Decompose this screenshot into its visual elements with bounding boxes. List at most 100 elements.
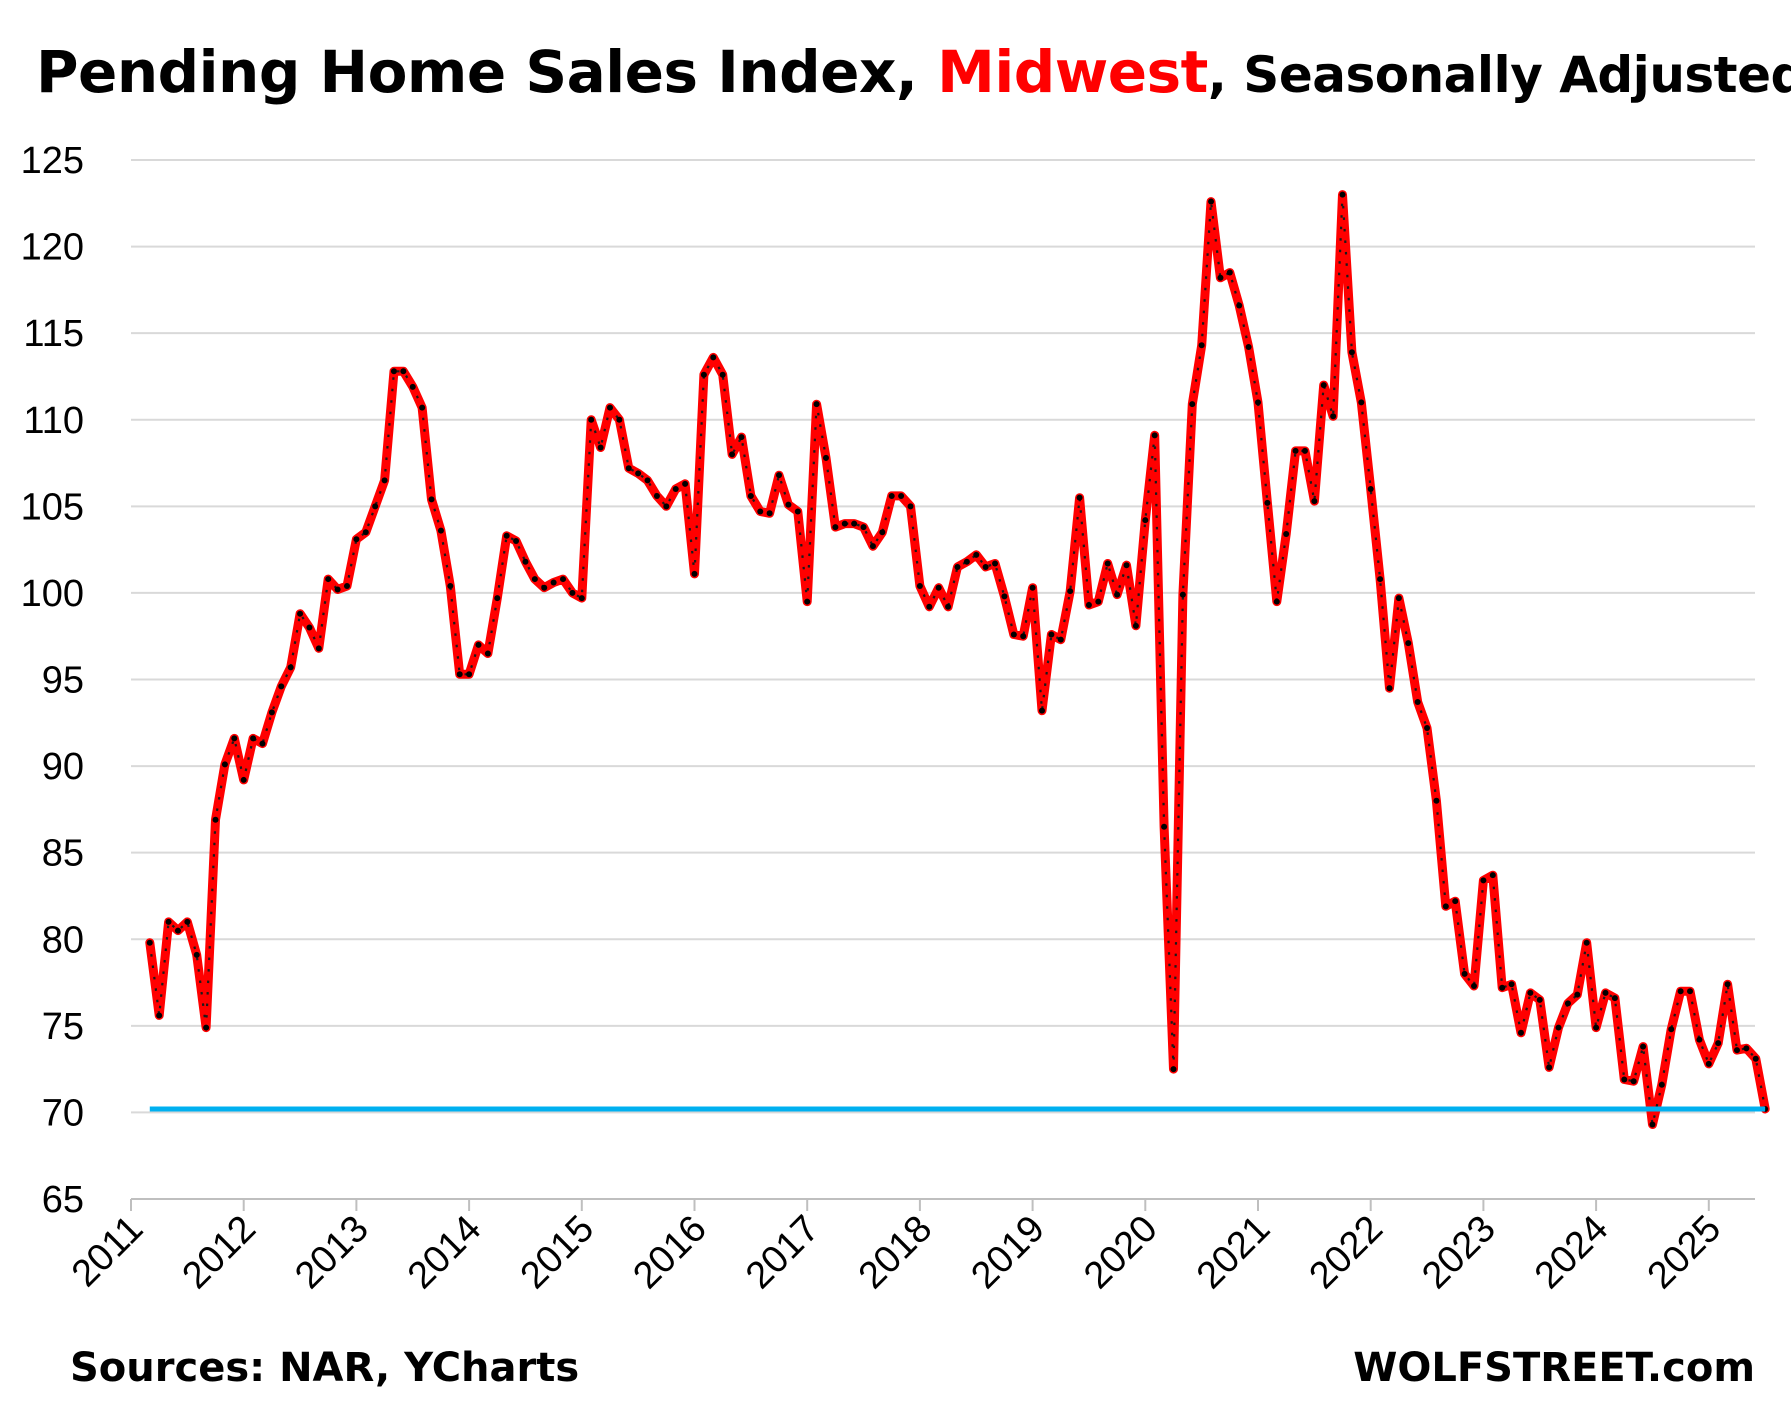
data-point [390, 368, 397, 375]
data-point [569, 589, 576, 596]
data-point [1471, 983, 1478, 990]
data-point [494, 595, 501, 602]
data-point [879, 529, 886, 536]
data-point [625, 465, 632, 472]
data-point [1377, 576, 1384, 583]
data-point [1132, 622, 1139, 629]
data-point [409, 383, 416, 390]
data-point [1264, 499, 1271, 506]
data-point [822, 454, 829, 461]
data-point [1217, 274, 1224, 281]
data-point [1161, 823, 1168, 830]
data-point [325, 576, 332, 583]
data-point [437, 527, 444, 534]
data-point [1752, 1055, 1759, 1062]
data-point [719, 371, 726, 378]
data-point [973, 551, 980, 558]
data-point [1020, 633, 1027, 640]
data-point [794, 508, 801, 515]
data-point [1029, 584, 1036, 591]
data-point [832, 524, 839, 531]
data-point [1733, 1047, 1740, 1054]
data-point [278, 683, 285, 690]
data-point [1724, 981, 1731, 988]
data-point [1273, 598, 1280, 605]
data-point [268, 709, 275, 716]
data-point [1461, 970, 1468, 977]
data-point [663, 503, 670, 510]
data-point [184, 918, 191, 925]
data-point [550, 579, 557, 586]
data-point [287, 664, 294, 671]
data-point [1339, 191, 1346, 198]
x-tick-label: 2020 [1076, 1208, 1165, 1297]
data-point [700, 371, 707, 378]
data-point [1677, 988, 1684, 995]
data-point [1170, 1066, 1177, 1073]
data-point [1330, 413, 1337, 420]
data-point [259, 740, 266, 747]
data-point [954, 563, 961, 570]
chart-title-part1: Pending Home Sales Index, [36, 38, 938, 106]
data-point [1057, 636, 1064, 643]
data-point [672, 486, 679, 493]
x-tick-label: 2015 [513, 1208, 602, 1297]
x-tick-label: 2017 [738, 1208, 827, 1297]
data-point [1433, 797, 1440, 804]
x-axis [130, 1198, 1755, 1211]
data-point [334, 586, 341, 593]
data-point [813, 401, 820, 408]
data-point [1048, 631, 1055, 638]
data-point [1236, 302, 1243, 309]
data-point [653, 492, 660, 499]
data-point [1499, 984, 1506, 991]
x-tick-label: 2023 [1414, 1208, 1503, 1297]
chart-title-highlight: Midwest [937, 38, 1208, 106]
data-point [597, 444, 604, 451]
data-point [1405, 640, 1412, 647]
data-point [231, 735, 238, 742]
data-point [963, 558, 970, 565]
data-point [522, 558, 529, 565]
data-point [1095, 598, 1102, 605]
data-point [372, 503, 379, 510]
source-note: Sources: NAR, YCharts [70, 1345, 580, 1391]
data-point [428, 496, 435, 503]
data-point [1658, 1081, 1665, 1088]
data-point [1583, 939, 1590, 946]
data-point [1611, 995, 1618, 1002]
data-point [541, 584, 548, 591]
data-point [475, 641, 482, 648]
data-point [1668, 1026, 1675, 1033]
data-point [1123, 562, 1130, 569]
data-point [221, 761, 228, 768]
x-tick-label: 2018 [851, 1208, 940, 1297]
data-point [1395, 595, 1402, 602]
x-tick-label: 2021 [1189, 1208, 1278, 1297]
data-point [1076, 494, 1083, 501]
grid-lines [131, 159, 1755, 1114]
data-point [174, 927, 181, 934]
y-tick-label: 120 [21, 227, 84, 269]
data-point [1705, 1060, 1712, 1067]
x-tick-label: 2012 [175, 1208, 264, 1297]
data-point [1555, 1024, 1562, 1031]
data-point [888, 492, 895, 499]
data-point [1621, 1076, 1628, 1083]
data-point [419, 404, 426, 411]
data-point [841, 520, 848, 527]
data-point [1442, 903, 1449, 910]
x-axis-tick-labels: 2011 2012 2013 2014 2015 2016 2017 2018 2019 2020… [64, 1208, 1729, 1297]
data-point [682, 480, 689, 487]
data-point [456, 671, 463, 678]
y-tick-label: 75 [42, 1006, 84, 1048]
data-point [851, 520, 858, 527]
data-point [588, 416, 595, 423]
y-tick-label: 95 [42, 660, 84, 702]
data-point [1001, 593, 1008, 600]
data-point [1301, 447, 1308, 454]
series-layer [145, 190, 1770, 1129]
data-point [1743, 1045, 1750, 1052]
data-point [250, 735, 257, 742]
